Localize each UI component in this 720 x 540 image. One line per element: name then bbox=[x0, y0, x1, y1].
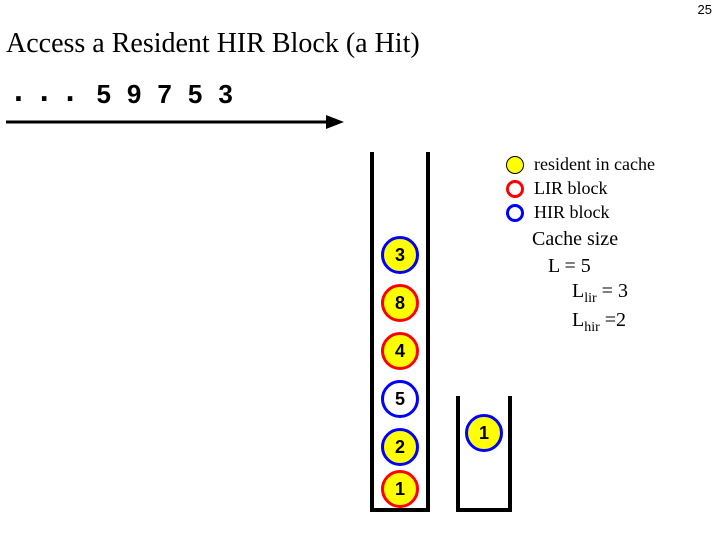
arrow-icon bbox=[6, 112, 346, 132]
legend-row: HIR block bbox=[506, 202, 655, 223]
sequence-prefix: . . . bbox=[14, 74, 78, 106]
seq-val: 7 bbox=[157, 79, 171, 110]
legend-row: LIR block bbox=[506, 178, 655, 199]
stack-bottom bbox=[370, 508, 430, 512]
queue-q: 1 bbox=[456, 396, 512, 532]
access-sequence: . . . 5 9 7 5 3 bbox=[14, 78, 241, 110]
seq-val: 9 bbox=[127, 79, 141, 110]
stack-block: 2 bbox=[381, 428, 419, 466]
cache-heading: Cache size bbox=[532, 228, 628, 251]
cache-size-info: Cache size L = 5 Llir = 3 Lhir =2 bbox=[532, 228, 628, 336]
seq-val: 5 bbox=[96, 79, 110, 110]
cache-L: L = 5 bbox=[548, 255, 628, 278]
page-number: 25 bbox=[698, 2, 712, 17]
legend-circle-icon bbox=[506, 156, 524, 174]
stack-block: 4 bbox=[381, 332, 419, 370]
cache-Llir: Llir = 3 bbox=[572, 280, 628, 307]
stack-block: 3 bbox=[381, 236, 419, 274]
legend: resident in cache LIR block HIR block bbox=[506, 154, 655, 226]
legend-label: LIR block bbox=[534, 178, 608, 199]
seq-val: 3 bbox=[218, 79, 232, 110]
stack-s: 3 8 4 5 2 1 bbox=[370, 152, 430, 532]
stack-wall bbox=[370, 152, 374, 512]
legend-label: resident in cache bbox=[534, 154, 655, 175]
slide-title: Access a Resident HIR Block (a Hit) bbox=[6, 28, 420, 60]
queue-block: 1 bbox=[465, 414, 503, 452]
cache-Lhir: Lhir =2 bbox=[572, 309, 628, 336]
queue-wall bbox=[508, 396, 512, 512]
stack-block: 5 bbox=[381, 380, 419, 418]
queue-bottom bbox=[456, 508, 512, 512]
seq-val: 5 bbox=[188, 79, 202, 110]
stack-block: 8 bbox=[381, 284, 419, 322]
legend-circle-icon bbox=[506, 204, 524, 222]
legend-label: HIR block bbox=[534, 202, 610, 223]
stack-wall bbox=[426, 152, 430, 512]
legend-row: resident in cache bbox=[506, 154, 655, 175]
stack-block: 1 bbox=[381, 470, 419, 508]
queue-wall bbox=[456, 396, 460, 512]
legend-circle-icon bbox=[506, 180, 524, 198]
